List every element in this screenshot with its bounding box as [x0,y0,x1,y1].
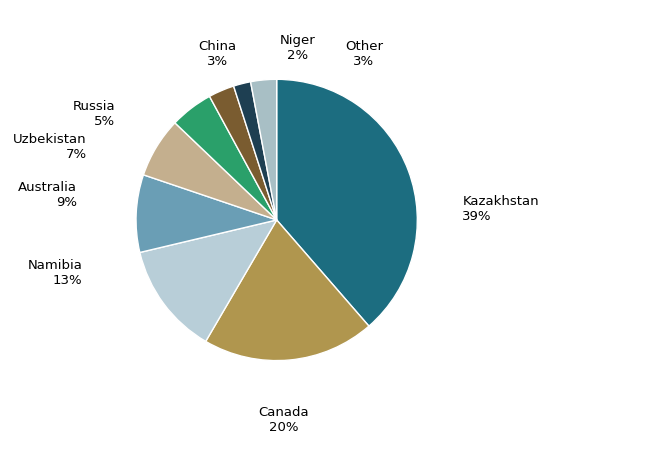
Text: Canada
20%: Canada 20% [258,406,309,434]
Wedge shape [175,96,277,220]
Wedge shape [251,79,277,220]
Text: China
3%: China 3% [199,40,237,68]
Wedge shape [277,79,417,326]
Wedge shape [210,86,277,220]
Text: Other
3%: Other 3% [345,40,383,68]
Text: Russia
5%: Russia 5% [72,100,115,129]
Wedge shape [136,175,277,253]
Text: Australia
9%: Australia 9% [18,181,77,209]
Wedge shape [143,123,277,220]
Wedge shape [206,220,369,361]
Text: Namibia
13%: Namibia 13% [28,260,83,287]
Wedge shape [140,220,277,342]
Text: Niger
2%: Niger 2% [280,35,316,62]
Text: Kazakhstan
39%: Kazakhstan 39% [462,195,539,223]
Text: Uzbekistan
7%: Uzbekistan 7% [13,133,87,161]
Wedge shape [234,82,277,220]
